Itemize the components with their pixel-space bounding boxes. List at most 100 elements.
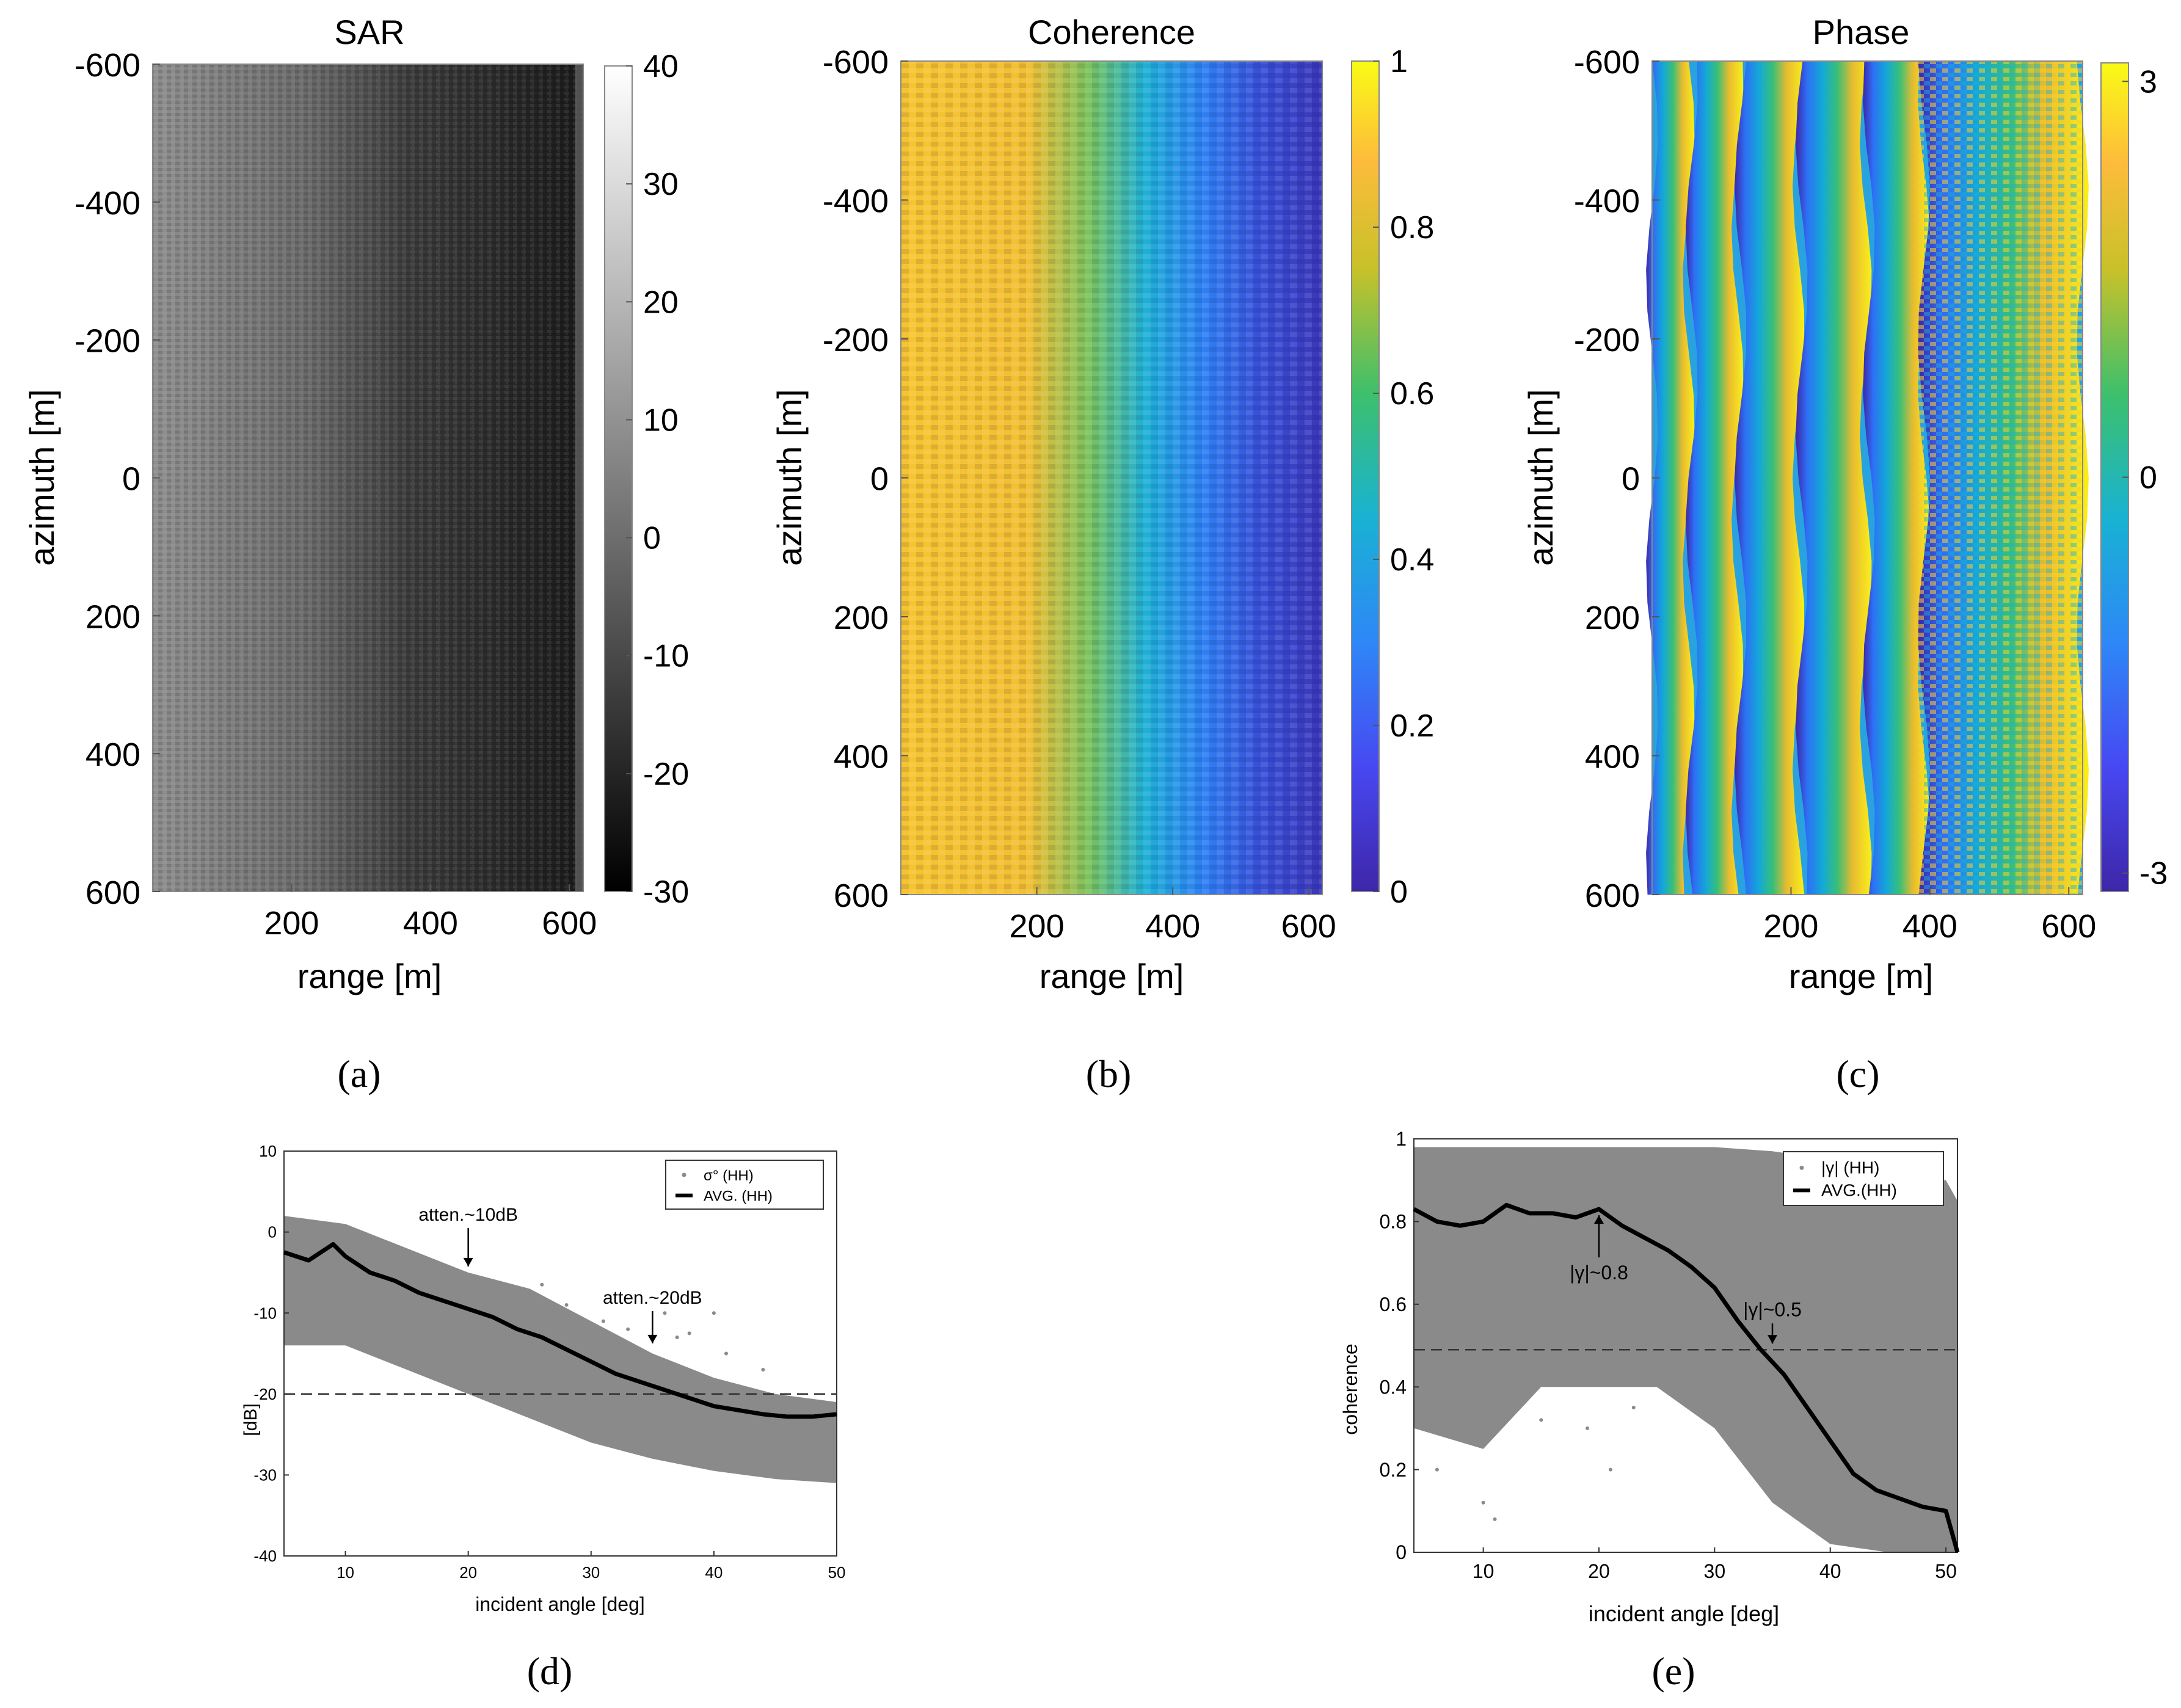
sar-y-label: azimuth [m] [23, 389, 61, 565]
colorbar-tick-label: 0 [1390, 874, 1408, 910]
y-tick-label: 0 [1622, 461, 1640, 498]
scatter-point [1586, 1426, 1590, 1430]
phase-fringe-band [1863, 61, 1930, 895]
colorbar-tick-label: -20 [643, 757, 689, 792]
sigma-x-label: incident angle [deg] [475, 1593, 645, 1615]
annotation-arrowhead [647, 1334, 658, 1343]
coherence-y-ticks: -600 -400 -200 0 200 400 600 [823, 44, 908, 914]
colorbar-tick-label: 0.4 [1390, 542, 1434, 578]
coherence-title: Coherence [1028, 13, 1195, 51]
scatter-point [761, 1368, 765, 1372]
legend-label-average: AVG. (HH) [704, 1188, 773, 1205]
annotation-label: atten.~20dB [603, 1288, 702, 1308]
scatter-point [601, 1319, 605, 1323]
average-line [1413, 1202, 1960, 1553]
sar-edge [575, 64, 583, 892]
y-tick-label: -200 [1574, 322, 1640, 358]
scatter-point [1898, 1323, 1902, 1327]
y-tick-label: 600 [86, 874, 140, 911]
y-tick-label: -10 [253, 1304, 277, 1322]
annotation-arrowhead [463, 1257, 473, 1266]
scatter-point [1608, 1467, 1612, 1472]
x-tick-label: 40 [705, 1563, 723, 1582]
sar-colorbar-ticks: 40 30 20 10 0 -10 -20 -30 [626, 49, 689, 910]
colorbar-tick-label: 0.8 [1390, 210, 1434, 245]
x-tick-label: 50 [828, 1563, 846, 1582]
phase-y-ticks: -600 -400 -200 0 200 400 600 [1574, 44, 1659, 914]
sigma-y-label: [dB] [241, 1403, 261, 1436]
y-tick-label: 200 [86, 598, 140, 635]
y-tick-label: -30 [253, 1466, 277, 1485]
x-tick-label: 600 [2041, 908, 2096, 945]
phase-y-label: azimuth [m] [1521, 389, 1560, 565]
scatter-point [564, 1303, 569, 1307]
scatter-point [1435, 1467, 1439, 1472]
phase-x-label: range [m] [1789, 957, 1934, 995]
legend-marker-scatter [1799, 1165, 1804, 1170]
colorbar-tick-label: 20 [643, 285, 679, 320]
annotation-label: |γ|~0.5 [1743, 1298, 1802, 1320]
legend-label-scatter: σ° (HH) [704, 1168, 754, 1184]
scatter-point [1458, 1426, 1462, 1430]
caption-a: (a) [337, 1052, 380, 1096]
y-tick-label: 0 [122, 461, 140, 498]
legend-label-average: AVG.(HH) [1821, 1180, 1897, 1199]
scatter-point [540, 1282, 544, 1287]
coh-angle-y-label: coherence [1339, 1343, 1361, 1434]
phase-x-ticks: 200 400 600 [1763, 887, 2096, 945]
y-tick-label: 0.4 [1380, 1376, 1407, 1398]
y-tick-label: 200 [1585, 600, 1640, 636]
phase-fringe-band [1686, 61, 1744, 895]
panel-c-phase: Phase -600 -400 -200 0 200 400 600 200 400 600 a… [1521, 13, 2168, 1096]
x-tick-label: 10 [337, 1563, 354, 1582]
coherence-y-label: azimuth [m] [770, 389, 809, 565]
x-tick-label: 10 [1473, 1560, 1495, 1582]
y-tick-label: 0 [1396, 1541, 1407, 1563]
scatter-point [675, 1335, 679, 1339]
colorbar-tick-label: 30 [643, 167, 679, 202]
colorbar-tick-label: 0 [2139, 460, 2157, 496]
coherence-x-label: range [m] [1040, 957, 1184, 995]
scatter-point [626, 1327, 630, 1331]
scatter-band [1414, 1147, 1957, 1552]
y-tick-label: 10 [259, 1142, 277, 1160]
caption-e: (e) [1651, 1649, 1695, 1693]
sar-y-ticks: -600 -400 -200 0 200 400 600 [75, 47, 160, 911]
y-tick-label: 0.2 [1380, 1459, 1407, 1481]
colorbar-tick-label: -30 [643, 874, 689, 910]
coherence-angle-plot: 10 20 30 40 50 1 0.8 0.6 0.4 0.2 0 |γ|~0.8 |γ|~0.5 |γ… [1380, 1128, 1960, 1582]
scatter-band [284, 1216, 837, 1483]
x-tick-label: 200 [1010, 908, 1065, 945]
annotation-label: |γ|~0.8 [1570, 1262, 1628, 1284]
scatter-point [1481, 1500, 1485, 1505]
phase-colorbar-ticks: 3 0 -3 [2122, 64, 2168, 892]
x-tick-label: 600 [542, 905, 597, 942]
y-tick-label: 400 [1585, 739, 1640, 776]
colorbar-tick-label: -10 [643, 639, 689, 674]
y-tick-label: 1 [1396, 1128, 1407, 1150]
phase-title: Phase [1813, 13, 1910, 51]
panel-b-coherence: Coherence -600 -400 -200 0 200 400 600 200 400 6… [770, 13, 1434, 1096]
scatter-point [687, 1331, 691, 1336]
x-tick-label: 30 [582, 1563, 600, 1582]
colorbar-tick-label: 0.2 [1390, 708, 1434, 744]
y-tick-label: 0 [870, 461, 889, 498]
sar-title: SAR [334, 13, 404, 51]
colorbar-tick-label: 1 [1390, 44, 1408, 79]
x-tick-label: 400 [1145, 908, 1200, 945]
scatter-point [712, 1311, 716, 1315]
coherence-colorbar [1351, 60, 1380, 892]
y-tick-label: 0 [268, 1223, 277, 1241]
panel-e-coherence-angle: 10 20 30 40 50 1 0.8 0.6 0.4 0.2 0 |γ|~0.8 |γ|~0.5 |γ… [1339, 1128, 1960, 1693]
scatter-point [663, 1311, 667, 1315]
phase-speckle [1918, 61, 2083, 895]
colorbar-tick-label: 0 [643, 521, 661, 556]
phase-fringe-band [1796, 61, 1872, 895]
y-tick-label: 600 [1585, 878, 1640, 914]
y-tick-label: 0.8 [1380, 1211, 1407, 1233]
colorbar-tick-label: -3 [2139, 856, 2168, 892]
average-line [283, 1241, 837, 1419]
x-tick-label: 200 [264, 905, 319, 942]
coherence-x-ticks: 200 400 600 [1010, 887, 1336, 945]
scatter-point [1539, 1418, 1543, 1422]
